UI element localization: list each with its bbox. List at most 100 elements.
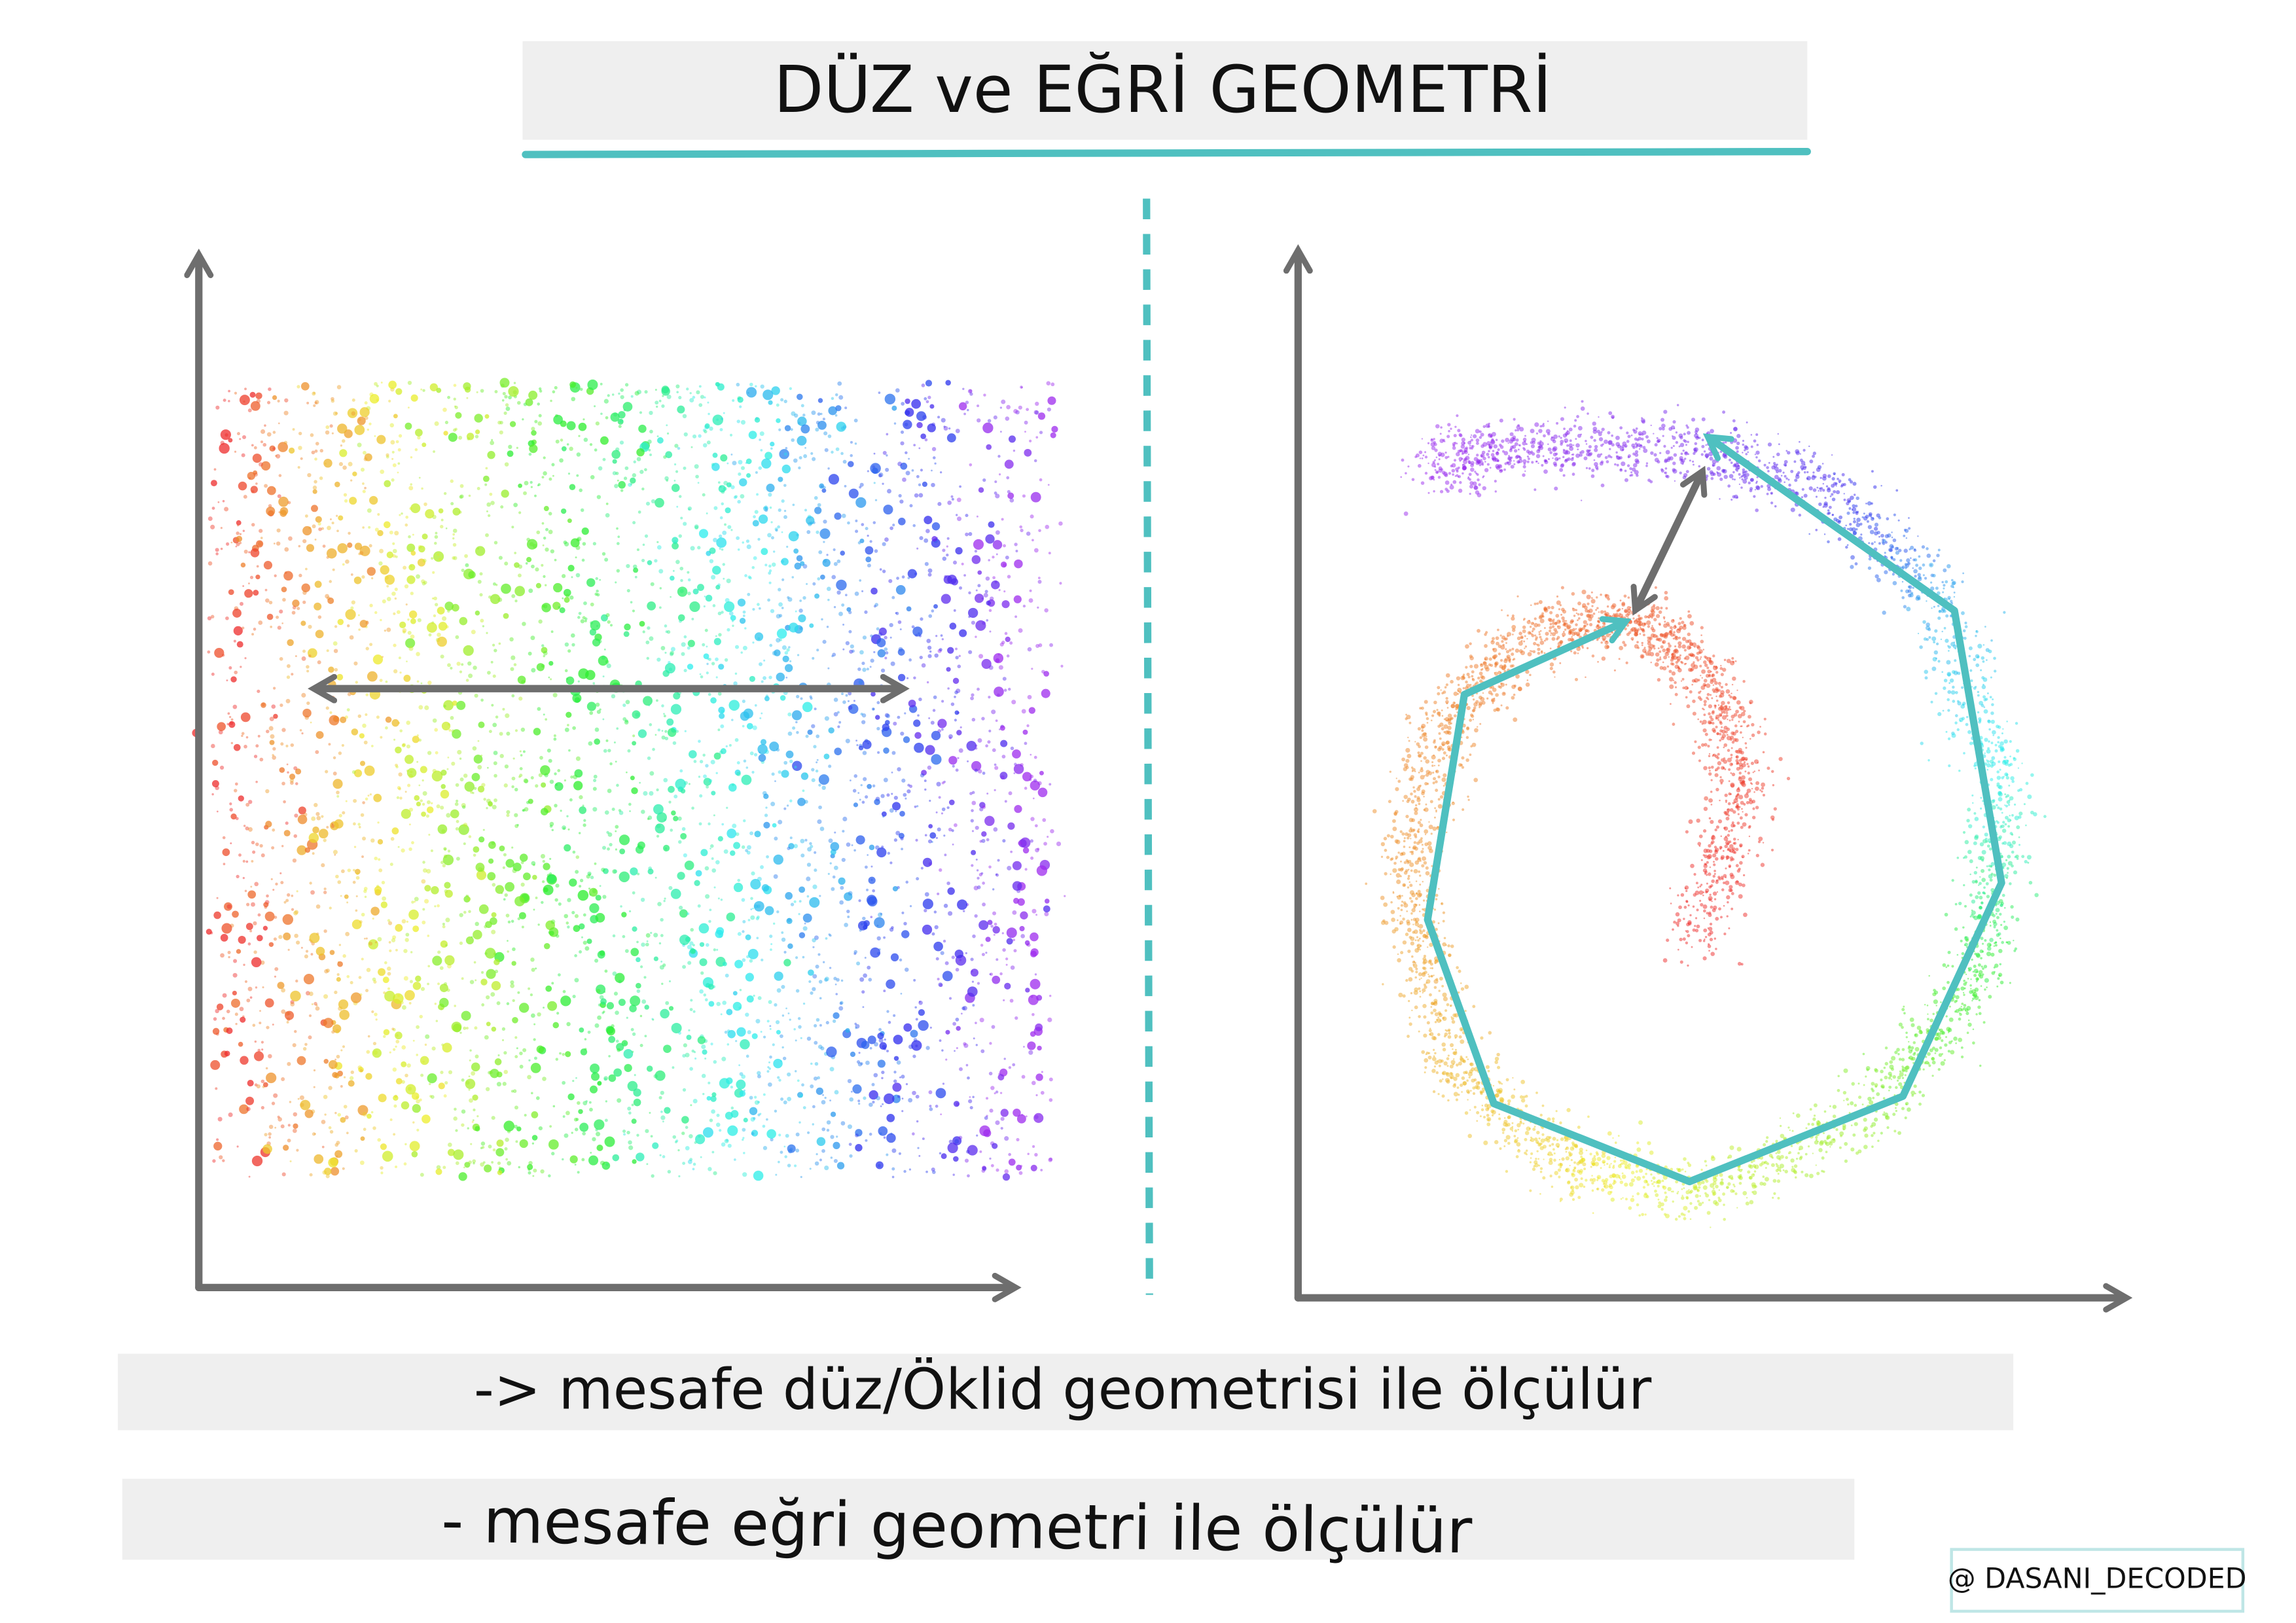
dot (745, 1054, 749, 1058)
dot (602, 868, 609, 874)
dot (657, 902, 662, 906)
dot (905, 408, 914, 417)
dot (697, 546, 701, 550)
dot (965, 532, 969, 537)
dot (833, 976, 837, 980)
dot (1013, 772, 1016, 774)
dot (459, 616, 468, 626)
dot (845, 641, 850, 645)
dot (228, 400, 230, 402)
dot (903, 921, 907, 926)
dot (386, 455, 389, 459)
dot (569, 878, 577, 887)
dot (958, 1135, 963, 1140)
dot (781, 1014, 785, 1017)
dot (674, 463, 677, 466)
dot (624, 720, 629, 725)
dot (664, 730, 668, 733)
dot (437, 950, 441, 954)
dot (206, 929, 212, 935)
dot (494, 390, 498, 394)
dot (870, 916, 873, 919)
dot (991, 709, 996, 715)
dot (820, 574, 825, 580)
dot (941, 1049, 944, 1052)
dot (723, 412, 725, 414)
dot (495, 584, 498, 586)
dot (512, 757, 515, 760)
dot (781, 931, 784, 935)
dot (311, 816, 316, 821)
dot (424, 885, 431, 892)
dot (371, 1010, 374, 1014)
dot (444, 889, 453, 898)
dot (861, 720, 866, 724)
dot (540, 1169, 545, 1174)
dot (789, 799, 793, 803)
dot (655, 876, 657, 879)
dot (351, 600, 355, 605)
dot (522, 1048, 527, 1052)
dot (906, 789, 911, 794)
dot (631, 787, 638, 794)
dot (1655, 1193, 1659, 1198)
dot (1013, 595, 1022, 603)
dot (711, 1150, 715, 1154)
dot (590, 1063, 600, 1074)
dot (408, 1002, 412, 1005)
dot (977, 687, 980, 691)
dot (364, 937, 366, 940)
dot (1016, 1137, 1020, 1141)
dot (562, 574, 566, 579)
dot (1901, 580, 1904, 583)
dot (286, 763, 289, 766)
dot (768, 571, 772, 575)
dot (859, 486, 862, 489)
dot (518, 696, 523, 701)
dot (809, 1168, 812, 1170)
dot (435, 1168, 442, 1175)
dot (427, 681, 432, 685)
dot (814, 593, 820, 599)
dot (893, 795, 898, 800)
dot (624, 623, 631, 631)
dot (415, 429, 423, 437)
dot (391, 1027, 395, 1031)
dot (971, 693, 975, 697)
dot (211, 780, 219, 787)
dot (266, 729, 270, 734)
dot (592, 787, 597, 791)
dot (755, 1018, 761, 1024)
dot (226, 679, 228, 682)
dot (228, 666, 232, 670)
dot (392, 463, 397, 467)
dot (762, 676, 766, 680)
dot (537, 923, 540, 926)
dot (411, 1092, 420, 1100)
dot (284, 571, 287, 575)
dot (760, 1031, 762, 1033)
dot (551, 829, 554, 832)
dot (386, 627, 391, 632)
dot (670, 829, 673, 832)
dot (358, 976, 362, 979)
dot (772, 1043, 775, 1046)
dot (248, 551, 251, 554)
dot (707, 401, 709, 404)
dot (368, 544, 372, 548)
dot (982, 1166, 987, 1171)
dot (602, 718, 605, 721)
dot (579, 923, 585, 930)
dot (245, 923, 253, 931)
dot (2003, 906, 2006, 909)
dot (238, 795, 244, 802)
dot (982, 478, 986, 482)
dot (469, 1049, 472, 1052)
dot (656, 435, 659, 438)
dot (584, 1038, 587, 1041)
dot (721, 709, 725, 714)
dot (661, 704, 664, 707)
dot (380, 1166, 384, 1170)
dot (355, 868, 361, 875)
dot (781, 578, 785, 581)
